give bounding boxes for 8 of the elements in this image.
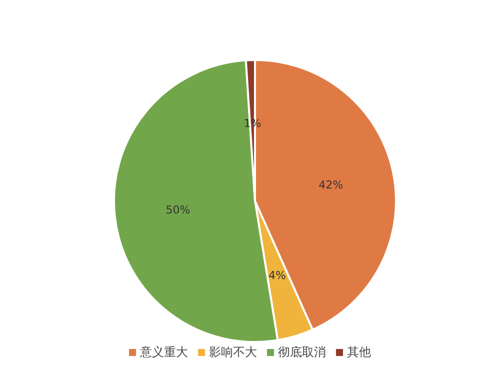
legend-label: 意义重大 [139, 344, 188, 361]
data-label: 42% [318, 178, 344, 192]
legend-label: 影响不大 [208, 344, 257, 361]
legend-label: 彻底取消 [277, 344, 326, 361]
data-label: 50% [166, 203, 190, 216]
legend-label: 其他 [346, 344, 371, 361]
data-label: 1% [244, 116, 262, 130]
data-label: 4% [268, 268, 286, 282]
